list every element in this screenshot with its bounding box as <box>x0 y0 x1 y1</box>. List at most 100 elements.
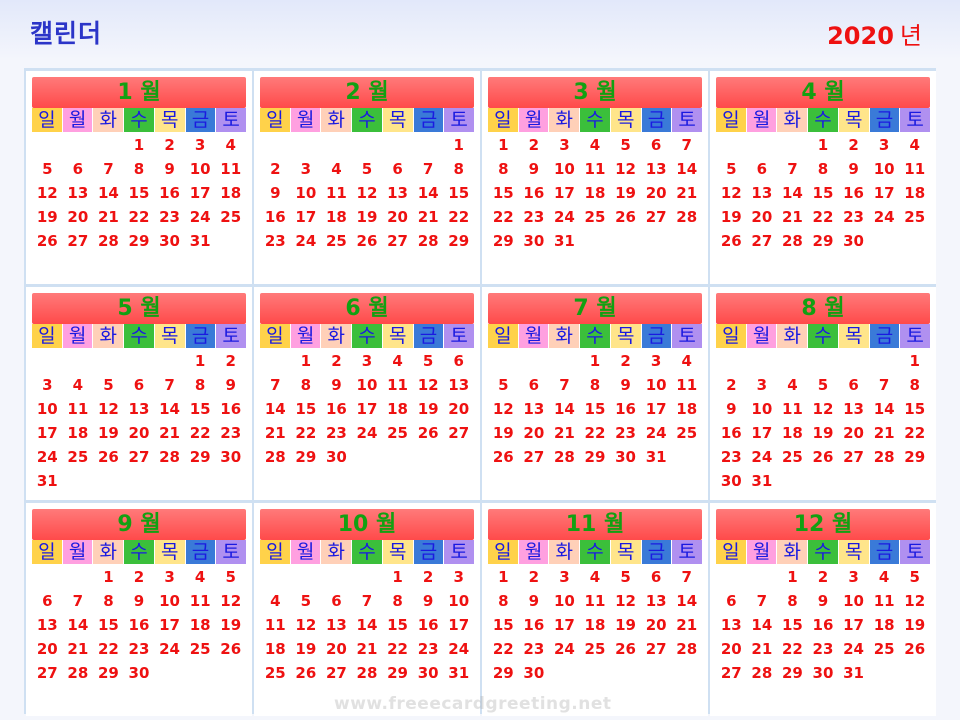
day-cell: 14 <box>781 184 803 202</box>
day-cell: 20 <box>325 640 347 658</box>
empty-cell <box>716 565 747 589</box>
weekday-label: 금 <box>641 540 672 564</box>
day-cell: 17 <box>448 616 470 634</box>
day-cell: 7 <box>787 160 798 178</box>
day-cell: 4 <box>878 568 890 586</box>
day-grid: 1 2 3 4 5 6 7 8 9 10 11 12 13 14 15 16 17 18 19 20 21 22 23 24 2… <box>488 133 702 253</box>
day-cell: 8 <box>817 160 829 178</box>
day-cell: 11 <box>325 184 347 202</box>
month-title: 11 월 <box>488 509 702 540</box>
day-cell: 10 <box>645 376 667 394</box>
day-cell: 1 <box>392 568 403 586</box>
empty-cell <box>777 133 808 157</box>
day-cell: 3 <box>848 568 859 586</box>
day-cell: 28 <box>676 208 698 226</box>
day-cell: 8 <box>498 592 509 610</box>
day-cell: 29 <box>295 448 317 466</box>
day-cell: 6 <box>392 160 403 178</box>
weekday-label: 월 <box>746 108 777 132</box>
day-cell: 5 <box>361 160 373 178</box>
day-cell: 1 <box>589 352 601 370</box>
day-cell: 29 <box>128 232 150 250</box>
day-cell: 10 <box>189 160 211 178</box>
day-cell: 15 <box>781 616 803 634</box>
weekday-label: 화 <box>93 108 124 132</box>
day-cell: 18 <box>904 184 926 202</box>
day-cell: 22 <box>128 208 150 226</box>
day-cell: 6 <box>848 376 859 394</box>
day-cell: 23 <box>220 424 242 442</box>
day-cell: 9 <box>331 376 342 394</box>
day-cell: 22 <box>812 208 834 226</box>
weekday-label: 금 <box>413 540 444 564</box>
empty-cell <box>519 349 550 373</box>
weekday-label: 토 <box>900 324 931 348</box>
day-cell: 10 <box>751 400 773 418</box>
day-grid: 1 2 3 4 5 6 7 8 9 10 11 12 13 14 15 16 17 18 19 20 21 22 23 24 2… <box>32 349 246 493</box>
day-cell: 12 <box>904 592 926 610</box>
weekday-label: 일 <box>260 108 290 132</box>
day-cell: 5 <box>620 136 631 154</box>
day-cell: 27 <box>645 640 667 658</box>
empty-cell <box>488 349 519 373</box>
day-cell: 17 <box>159 616 180 634</box>
day-cell: 6 <box>453 352 464 370</box>
day-cell: 16 <box>843 184 864 202</box>
month-panel-2: 2 월 일 월 화 수 목 금 토 1 2 3 4 5 6 7 8 9 10 11 12 13 14 15 16 17 18 19 2… <box>254 71 480 284</box>
day-cell: 22 <box>492 640 514 658</box>
weekday-label: 수 <box>352 540 382 564</box>
day-cell: 11 <box>781 400 803 418</box>
day-cell: 3 <box>878 136 890 154</box>
day-cell: 8 <box>589 376 601 394</box>
weekday-label: 목 <box>154 324 185 348</box>
day-cell: 30 <box>615 448 636 466</box>
day-cell: 30 <box>128 664 150 682</box>
day-cell: 29 <box>189 448 211 466</box>
empty-cell <box>63 565 94 589</box>
month-panel-9: 9 월 일 월 화 수 목 금 토 1 2 3 4 5 6 7 8 9 10 11 12 13 14 15 16 17 18 19 2… <box>26 503 252 716</box>
day-cell: 28 <box>676 640 698 658</box>
year-label: 년 <box>899 22 922 50</box>
day-cell: 29 <box>584 448 606 466</box>
day-cell: 14 <box>264 400 286 418</box>
day-cell: 14 <box>97 184 119 202</box>
day-cell: 27 <box>751 232 773 250</box>
day-cell: 28 <box>417 232 439 250</box>
weekday-label: 금 <box>413 324 444 348</box>
day-cell: 4 <box>589 136 601 154</box>
day-cell: 23 <box>264 232 286 250</box>
day-cell: 20 <box>128 424 150 442</box>
day-cell: 29 <box>812 232 834 250</box>
day-cell: 4 <box>589 568 601 586</box>
day-cell: 17 <box>873 184 895 202</box>
day-cell: 31 <box>36 472 58 490</box>
day-cell: 26 <box>417 424 439 442</box>
day-cell: 27 <box>720 664 742 682</box>
day-cell: 30 <box>720 472 742 490</box>
day-cell: 17 <box>751 424 773 442</box>
day-cell: 18 <box>781 424 803 442</box>
weekday-label: 토 <box>900 108 931 132</box>
weekday-label: 수 <box>808 540 838 564</box>
day-cell: 11 <box>904 160 926 178</box>
empty-cell <box>808 349 839 373</box>
weekday-label: 목 <box>610 324 641 348</box>
empty-cell <box>321 565 352 589</box>
day-cell: 29 <box>781 664 803 682</box>
weekday-label: 일 <box>716 540 746 564</box>
day-cell: 7 <box>422 160 434 178</box>
day-cell: 23 <box>812 640 834 658</box>
weekday-label: 화 <box>93 324 124 348</box>
day-cell: 13 <box>36 616 58 634</box>
empty-cell <box>32 349 63 373</box>
day-cell: 22 <box>448 208 470 226</box>
day-cell: 20 <box>448 400 470 418</box>
weekday-label: 목 <box>382 324 413 348</box>
day-cell: 24 <box>843 640 864 658</box>
day-cell: 10 <box>159 592 180 610</box>
day-cell: 7 <box>681 136 692 154</box>
day-cell: 11 <box>387 376 408 394</box>
day-cell: 20 <box>720 640 742 658</box>
month-panel-1: 1 월 일 월 화 수 목 금 토 1 2 3 4 5 6 7 8 9 10 11 12 13 14 15 16 17 18 19 2… <box>26 71 252 284</box>
